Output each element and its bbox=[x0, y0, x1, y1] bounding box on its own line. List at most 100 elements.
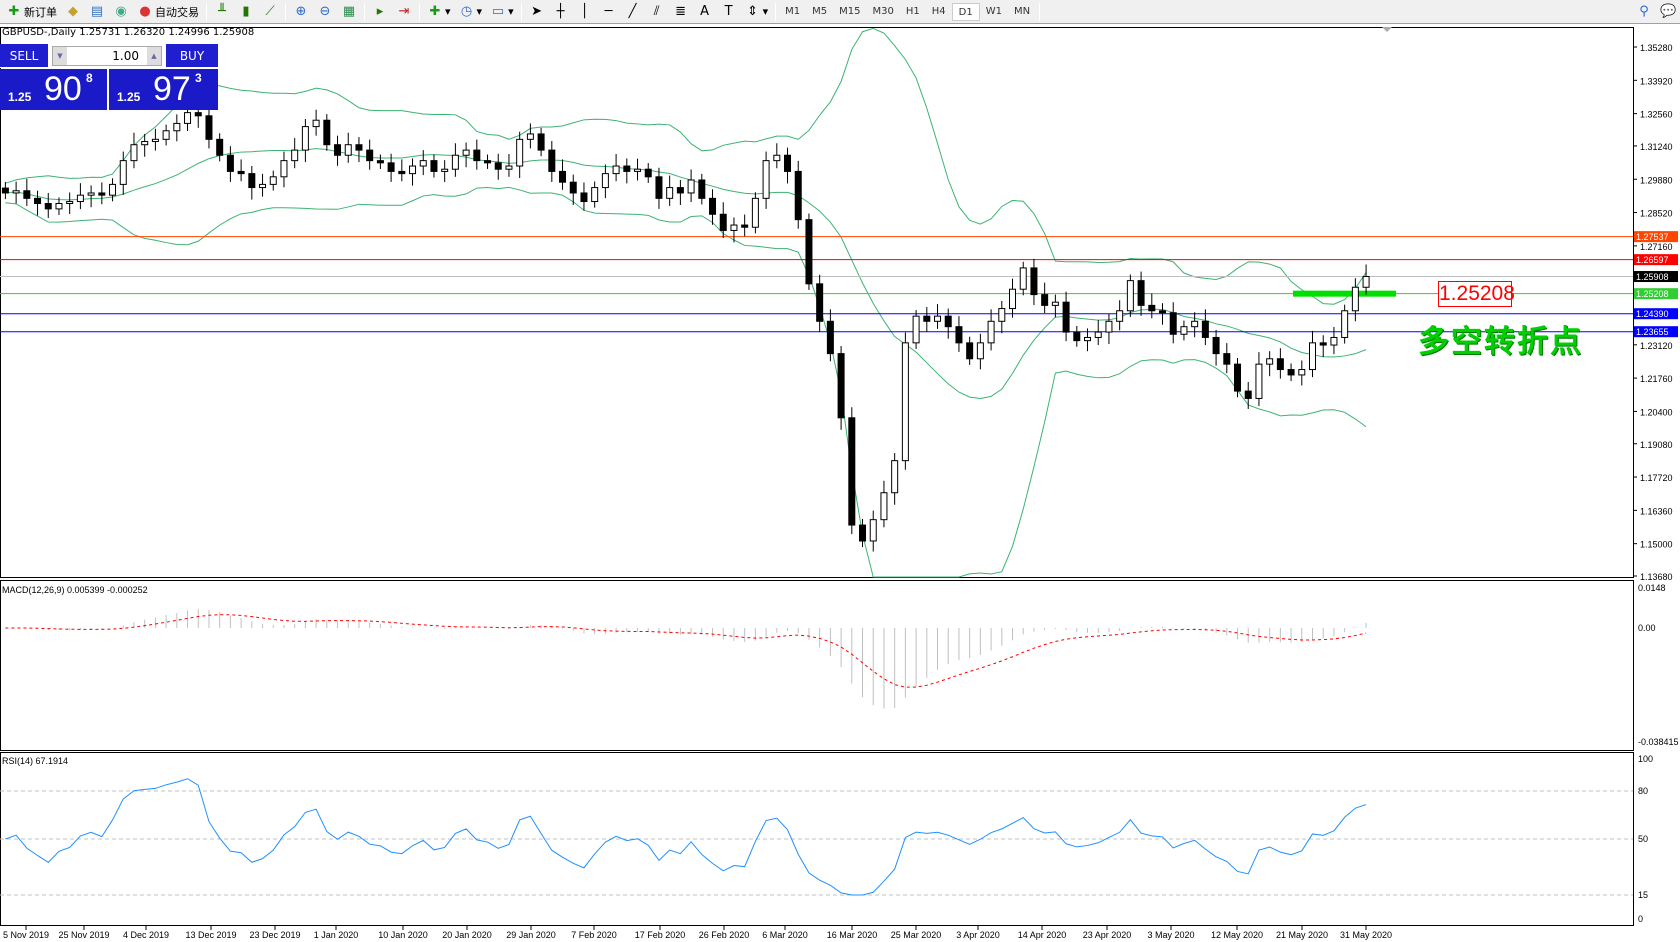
horizontal-line-button[interactable]: ─ bbox=[597, 2, 621, 22]
candle bbox=[1105, 320, 1113, 333]
tile-windows-button[interactable]: ▦ bbox=[337, 2, 361, 22]
navigator-button[interactable]: ▤ bbox=[85, 2, 109, 22]
fibonacci-icon: ≣ bbox=[675, 3, 687, 19]
candle bbox=[848, 417, 856, 526]
timeframe-m30[interactable]: M30 bbox=[872, 5, 894, 17]
chart-shift-icon: ⇥ bbox=[398, 3, 410, 19]
search-button[interactable]: ⚲ bbox=[1632, 2, 1656, 22]
candle bbox=[741, 224, 749, 228]
chat-button[interactable]: 💬 bbox=[1656, 2, 1680, 22]
candle bbox=[976, 342, 984, 360]
auto-trading-button[interactable]: ● 自动交易 bbox=[133, 2, 203, 22]
text-label-button[interactable]: T bbox=[717, 2, 741, 22]
candle bbox=[1223, 353, 1231, 365]
fibonacci-button[interactable]: ≣ bbox=[669, 2, 693, 22]
lot-value[interactable]: 1.00 bbox=[112, 49, 139, 63]
auto-scroll-button[interactable]: ▸ bbox=[368, 2, 392, 22]
timeframe-h1[interactable]: H1 bbox=[905, 5, 920, 17]
candle bbox=[1255, 363, 1263, 399]
arrows-button[interactable]: ⇕ ▾ bbox=[741, 2, 773, 22]
timeframe-d1[interactable]: D1 bbox=[951, 2, 980, 21]
buy-button[interactable]: BUY bbox=[166, 44, 218, 68]
bar-chart-button[interactable]: ╨ bbox=[210, 2, 234, 22]
trendline-button[interactable]: ╱ bbox=[621, 2, 645, 22]
candle bbox=[1191, 320, 1199, 328]
candle bbox=[355, 144, 363, 151]
candle bbox=[762, 160, 770, 199]
sell-button[interactable]: SELL bbox=[0, 44, 48, 68]
candle bbox=[634, 168, 642, 172]
date-axis-label: 21 May 2020 bbox=[1276, 930, 1328, 940]
crosshair-button[interactable]: ┼ bbox=[549, 2, 573, 22]
zoom-out-button[interactable]: ⊖ bbox=[313, 2, 337, 22]
rsi-label: RSI(14) 67.1914 bbox=[2, 756, 68, 766]
price-axis-label: 1.20400 bbox=[1640, 407, 1673, 417]
bar-chart-icon: ╨ bbox=[218, 3, 226, 19]
date-axis-label: 5 Nov 2019 bbox=[3, 930, 49, 940]
chart-shift-button[interactable]: ⇥ bbox=[392, 2, 416, 22]
lot-increase-button[interactable]: ▲ bbox=[147, 47, 161, 65]
lot-decrease-button[interactable]: ▼ bbox=[53, 47, 67, 65]
annotation-price-label[interactable]: 1.25208 bbox=[1438, 281, 1515, 307]
macd-axis-label: -0.038415 bbox=[1638, 737, 1679, 747]
timeframe-w1[interactable]: W1 bbox=[985, 5, 1002, 17]
candle bbox=[1201, 320, 1209, 338]
line-chart-button[interactable]: ⟋ bbox=[258, 2, 282, 22]
price-tag bbox=[1634, 326, 1678, 338]
timeframe-m15[interactable]: M15 bbox=[839, 5, 861, 17]
candle bbox=[751, 197, 759, 228]
date-axis-label: 26 Feb 2020 bbox=[699, 930, 750, 940]
vertical-line-icon: │ bbox=[580, 3, 589, 19]
new-order-button[interactable]: ✚ 新订单 bbox=[2, 2, 61, 22]
signals-button[interactable]: ◉ bbox=[109, 2, 133, 22]
templates-button[interactable]: ▭ ▾ bbox=[491, 3, 514, 19]
price-axis-label: 1.16360 bbox=[1640, 506, 1673, 516]
text-button[interactable]: A bbox=[693, 2, 717, 22]
arrows-icon: ⇕ bbox=[747, 3, 759, 19]
cursor-button[interactable]: ➤ bbox=[525, 2, 549, 22]
timeframe-h4[interactable]: H4 bbox=[931, 5, 946, 17]
lot-size-stepper[interactable]: ▼ 1.00 ▲ bbox=[52, 46, 162, 66]
price-tag bbox=[1634, 288, 1678, 300]
rsi-axis-label: 15 bbox=[1638, 890, 1648, 900]
chart-canvas[interactable]: 1.35280 1.33920 1.32560 1.31240 1.29880 1.285… bbox=[0, 25, 1680, 942]
date-axis-label: 14 Apr 2020 bbox=[1018, 930, 1067, 940]
price-tag bbox=[1634, 271, 1678, 283]
candle bbox=[1159, 310, 1167, 314]
annotation-text[interactable]: 多空转折点 bbox=[1418, 324, 1583, 360]
candle bbox=[119, 160, 127, 185]
timeframe-mn[interactable]: MN bbox=[1013, 5, 1031, 17]
candle bbox=[334, 144, 342, 156]
periods-button[interactable]: ◷ ▾ bbox=[455, 2, 487, 22]
separator bbox=[364, 2, 365, 21]
candle bbox=[12, 190, 20, 194]
channel-button[interactable]: ⫽ bbox=[645, 2, 669, 22]
candle bbox=[76, 194, 84, 203]
candle bbox=[559, 170, 567, 183]
price-axis-label: 1.32560 bbox=[1640, 110, 1673, 120]
price-axis-label: 1.23120 bbox=[1640, 341, 1673, 351]
date-axis-label: 16 Mar 2020 bbox=[827, 930, 878, 940]
zoom-in-button[interactable]: ⊕ bbox=[289, 2, 313, 22]
indicators-button[interactable]: ✚ ▾ bbox=[423, 2, 455, 22]
diamond-icon: ◆ bbox=[68, 3, 78, 19]
candle bbox=[676, 187, 684, 194]
sell-price[interactable]: 1.25 90 8 bbox=[0, 69, 107, 110]
date-axis-label: 31 May 2020 bbox=[1340, 930, 1392, 940]
candle bbox=[709, 197, 717, 215]
candle bbox=[537, 133, 545, 151]
timeframe-m5[interactable]: M5 bbox=[812, 5, 828, 17]
candle bbox=[141, 141, 149, 146]
candle bbox=[66, 201, 74, 204]
candlestick-button[interactable]: ▮ bbox=[234, 2, 258, 22]
candle bbox=[484, 160, 492, 164]
market-watch-button[interactable]: ◆ bbox=[61, 2, 85, 22]
candle bbox=[248, 173, 256, 189]
candle bbox=[398, 170, 406, 175]
candle bbox=[1309, 342, 1317, 371]
buy-price[interactable]: 1.25 97 3 bbox=[109, 69, 218, 110]
candle bbox=[462, 149, 470, 156]
vertical-line-button[interactable]: │ bbox=[573, 2, 597, 22]
candle bbox=[1234, 363, 1242, 392]
timeframe-m1[interactable]: M1 bbox=[785, 5, 801, 17]
